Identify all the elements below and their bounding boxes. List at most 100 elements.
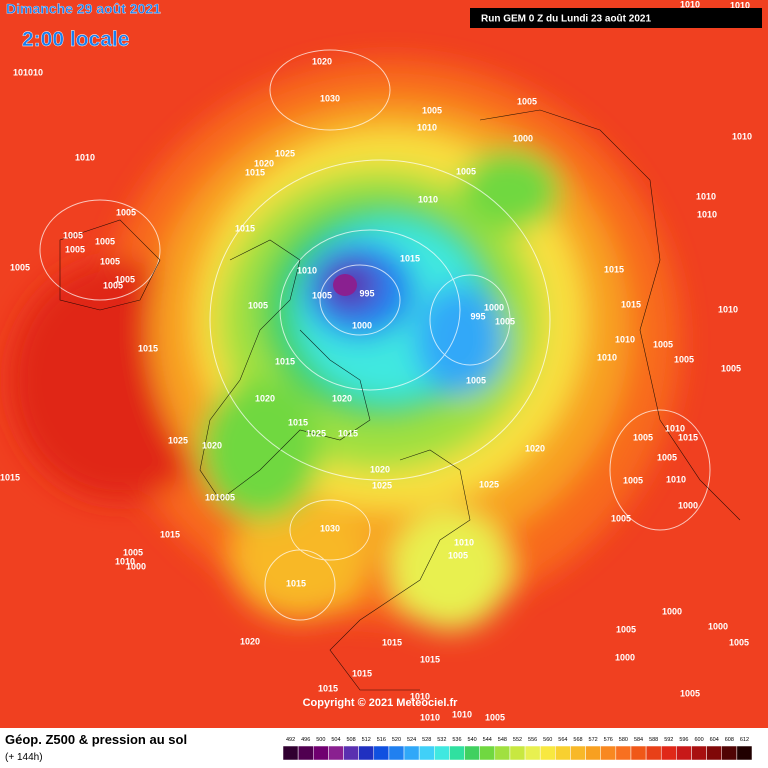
scale-label: 524 [407,737,416,743]
isobar-label: 1005 [65,244,85,254]
isobar-label: 1000 [662,606,682,616]
isobar-label: 1005 [448,550,468,560]
scale-label: 548 [498,737,507,743]
scale-label: 564 [558,737,567,743]
scale-swatch [736,745,753,761]
isobar-label: 1015 [275,356,295,366]
scale-swatch [464,745,480,761]
isobar-label: 1005 [115,274,135,284]
isobar-label: 1015 [678,432,698,442]
scale-swatch [555,745,571,761]
isobar-label: 1015 [420,654,440,664]
scale-swatch [706,745,722,761]
isobar-label: 1005 [116,207,136,217]
scale-swatch [676,745,692,761]
scale-swatch [313,745,329,761]
isobar-label: 1010 [418,194,438,204]
isobar-label: 1010 [666,474,686,484]
isobar-label: 1000 [708,621,728,631]
isobar-label: 1010 [696,191,716,201]
isobar-label: 1020 [312,56,332,66]
scale-label: 576 [604,737,613,743]
scale-swatch [660,745,677,761]
isobar-label: 1020 [525,443,545,453]
isobar-label: 1005 [653,339,673,349]
isobar-label: 1005 [466,375,486,385]
scale-label: 604 [710,737,719,743]
scale-swatch [585,745,601,761]
isobar-label: 1010 [75,152,95,162]
scale-label: 500 [316,737,325,743]
scale-swatch [494,745,511,761]
isobar-label: 1020 [370,464,390,474]
scale-swatch [449,745,465,761]
date-title: Dimanche 29 août 2021 [6,1,161,17]
scale-swatch [343,745,359,761]
isobar-label: 1025 [275,148,295,158]
scale-swatch [509,745,526,761]
color-scale: 492 496 500 504 508 512 516 520 524 528 532 536 540 5… [282,737,753,761]
scale-label: 596 [679,737,688,743]
scale-swatch [524,745,541,761]
scale-label: 520 [392,737,401,743]
isobar-label: 1015 [400,253,420,263]
isobar-label: 1010 [410,691,430,701]
scale-swatch [373,745,390,761]
isobar-label: 1025 [372,480,392,490]
isobar-label: 1010 [730,0,750,10]
scale-label: 512 [362,737,371,743]
scale-label: 528 [422,737,431,743]
isobar-label: 1000 [615,652,635,662]
scale-swatch [328,745,344,761]
isobar-label: 1005 [616,624,636,634]
scale-label: 588 [649,737,658,743]
isobar-label: 1010 [680,0,700,9]
scale-label: 508 [346,737,355,743]
isobar-label: 1005 [674,354,694,364]
isobar-label: 1015 [318,683,338,693]
isobar-label: 1005 [623,475,643,485]
isobar-label: 995 [359,288,374,298]
isobar-label: 1005 [95,236,115,246]
scale-label: 608 [725,737,734,743]
isobar-label: 1030 [320,93,340,103]
scale-label: 536 [452,737,461,743]
isobar-label: 1005 [680,688,700,698]
isobar-label: 1010 [665,423,685,433]
isobar-label: 1015 [286,578,306,588]
isobar-label: 1005 [103,280,123,290]
isobar-label: 1005 [611,513,631,523]
isobar-label: 1000 [126,561,146,571]
isobar-label: 1005 [721,363,741,373]
isobar-label: 1005 [485,712,505,722]
isobar-label: 1010 [115,556,135,566]
isobar-label: 1015 [138,343,158,353]
scale-swatch [630,745,647,761]
isobar-label: 101010 [13,67,43,77]
isobar-label: 1010 [615,334,635,344]
scale-swatch [479,745,496,761]
isobar-label: 1015 [288,417,308,427]
isobar-label: 1025 [168,435,188,445]
scale-label: 540 [468,737,477,743]
scale-label: 580 [619,737,628,743]
scale-swatch [539,745,556,761]
scale-label: 556 [528,737,537,743]
isobar-label: 1015 [382,637,402,647]
isobar-label: 1025 [306,428,326,438]
scale-swatch [600,745,617,761]
scale-swatch [615,745,632,761]
isobar-label: 1005 [657,452,677,462]
local-time: 2:00 locale [22,28,129,51]
isobar-label: 1000 [484,302,504,312]
scale-swatch [297,745,314,761]
isobar-label: 1010 [297,265,317,275]
scale-swatch [358,745,375,761]
isobar-label: 1015 [621,299,641,309]
isobar-label: 1005 [729,637,749,647]
isobar-label: 101005 [205,492,235,502]
isobar-label: 1005 [63,230,83,240]
isobar-label: 1010 [597,352,617,362]
scale-label: 560 [543,737,552,743]
